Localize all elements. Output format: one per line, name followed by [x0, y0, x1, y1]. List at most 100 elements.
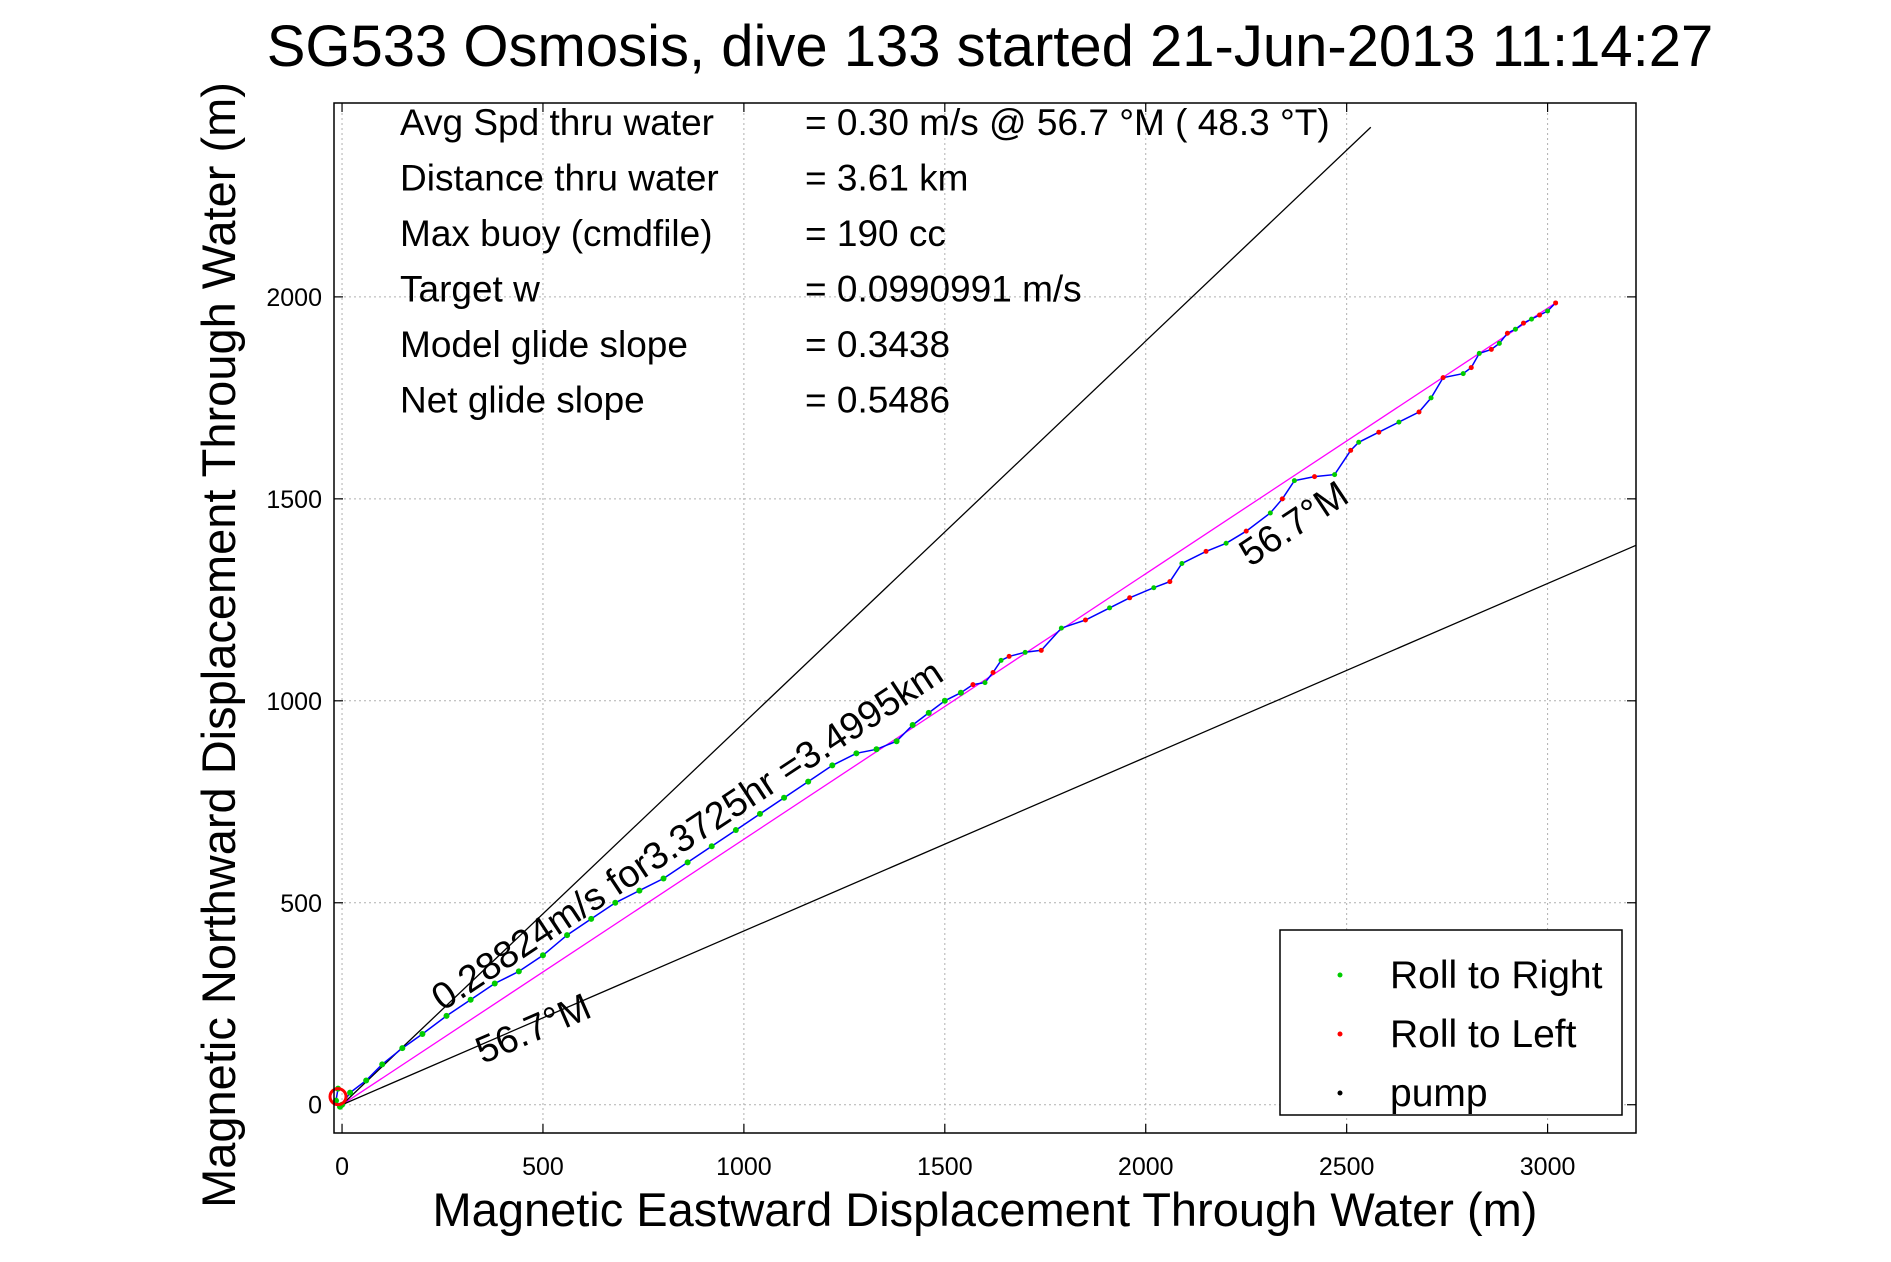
roll-right-point: [708, 843, 715, 850]
roll-right-point: [829, 762, 836, 769]
x-tick-label: 2500: [1319, 1153, 1375, 1181]
roll-left-point: [1520, 320, 1526, 326]
roll-right-point: [684, 859, 691, 866]
roll-right-point: [909, 722, 916, 729]
roll-left-point: [1082, 617, 1088, 623]
roll-left-point: [1488, 346, 1494, 352]
roll-right-point: [564, 932, 571, 939]
stat-value: = 0.30 m/s @ 56.7 °M ( 48.3 °T): [805, 102, 1330, 143]
stat-value: = 3.61 km: [805, 158, 969, 199]
roll-right-point: [588, 915, 595, 922]
roll-left-point: [1553, 300, 1559, 306]
roll-right-point: [732, 827, 739, 834]
roll-left-point: [1504, 330, 1510, 336]
roll-right-point: [1151, 585, 1157, 591]
roll-right-point: [1512, 326, 1518, 332]
roll-left-point: [1348, 447, 1354, 453]
roll-right-point: [1179, 560, 1185, 566]
y-tick-label: 500: [280, 890, 322, 918]
roll-right-point: [873, 746, 880, 753]
heading-lower-bound: [341, 544, 1637, 1106]
roll-left-point: [1279, 496, 1285, 502]
stat-value: = 0.0990991 m/s: [805, 269, 1082, 310]
roll-left-point: [1376, 429, 1382, 435]
legend-marker: [1337, 972, 1343, 978]
roll-right-point: [419, 1031, 426, 1038]
roll-markers: [328, 300, 1559, 1110]
roll-right-point: [982, 680, 988, 686]
roll-right-point: [756, 810, 763, 817]
x-tick-label: 1000: [716, 1153, 772, 1181]
roll-right-point: [1022, 649, 1028, 655]
roll-right-point: [1529, 316, 1535, 322]
roll-right-point: [781, 794, 788, 801]
track-line: [335, 302, 1557, 1108]
y-tick-label: 1500: [266, 486, 322, 514]
stat-label: Avg Spd thru water: [400, 102, 714, 143]
y-axis-title: Magnetic Northward Displacement Through …: [192, 82, 245, 1208]
stat-label: Net glide slope: [400, 380, 645, 421]
roll-left-point: [1243, 528, 1249, 534]
x-tick-label: 0: [335, 1153, 349, 1181]
x-tick-labels: 0 500 1000 1500 2000 2500 3000: [335, 1153, 1575, 1181]
roll-right-point: [1396, 419, 1402, 425]
legend-box: [1279, 929, 1623, 1116]
stat-value: = 0.5486: [805, 380, 950, 421]
roll-right-point: [399, 1045, 406, 1052]
y-tick-label: 0: [308, 1092, 322, 1120]
plot-frame: [333, 102, 1637, 1134]
legend: Roll to Right Roll to Left pump: [1279, 929, 1623, 1116]
legend-label: pump: [1390, 1072, 1488, 1115]
stat-label: Distance thru water: [400, 158, 719, 199]
roll-right-point: [893, 738, 900, 745]
roll-left-point: [1006, 653, 1012, 659]
roll-right-point: [612, 899, 619, 906]
x-tick-label: 500: [522, 1153, 564, 1181]
roll-right-point: [1291, 478, 1297, 484]
dive-statistics: Avg Spd thru water = 0.30 m/s @ 56.7 °M (…: [400, 102, 1330, 421]
roll-left-point: [1440, 375, 1446, 381]
roll-right-point: [539, 952, 546, 959]
x-tick-label: 3000: [1520, 1153, 1576, 1181]
stat-value: = 0.3438: [805, 324, 950, 365]
x-tick-label: 1500: [917, 1153, 973, 1181]
chart-title: SG533 Osmosis, dive 133 started 21-Jun-2…: [267, 14, 1714, 79]
roll-left-point: [1468, 365, 1474, 371]
roll-right-point: [1332, 472, 1338, 478]
roll-left-point: [1416, 409, 1422, 415]
reference-lines: [341, 126, 1637, 1106]
heading-line: [341, 302, 1556, 1106]
roll-left-point: [1127, 595, 1133, 601]
roll-left-point: [990, 670, 996, 676]
roll-left-point: [1537, 312, 1543, 318]
start-marker: [328, 1087, 348, 1107]
roll-right-point: [347, 1089, 354, 1096]
roll-right-point: [998, 657, 1004, 663]
stat-label: Model glide slope: [400, 324, 688, 365]
roll-right-point: [805, 778, 812, 785]
legend-marker: [1337, 1031, 1343, 1037]
roll-right-point: [515, 968, 522, 975]
roll-left-point: [970, 682, 976, 688]
roll-left-point: [1167, 579, 1173, 585]
legend-marker: [1337, 1090, 1343, 1096]
roll-right-point: [1476, 350, 1482, 356]
roll-right-point: [1356, 439, 1362, 445]
roll-right-point: [941, 697, 948, 704]
roll-left-point: [1312, 474, 1318, 480]
roll-left-point: [1038, 647, 1044, 653]
y-tick-labels: 0 500 1000 1500 2000: [266, 284, 322, 1120]
heading-upper-bound: [341, 126, 1372, 1106]
roll-right-point: [491, 980, 498, 987]
roll-left-point: [1203, 548, 1209, 554]
roll-right-point: [1428, 395, 1434, 401]
roll-right-point: [853, 750, 860, 757]
stat-label: Target w: [400, 269, 540, 310]
legend-label: Roll to Left: [1390, 1013, 1577, 1056]
roll-right-point: [1058, 625, 1064, 631]
legend-label: Roll to Right: [1390, 954, 1603, 997]
y-tick-label: 1000: [266, 688, 322, 716]
stat-value: = 190 cc: [805, 213, 946, 254]
roll-right-point: [636, 887, 643, 894]
